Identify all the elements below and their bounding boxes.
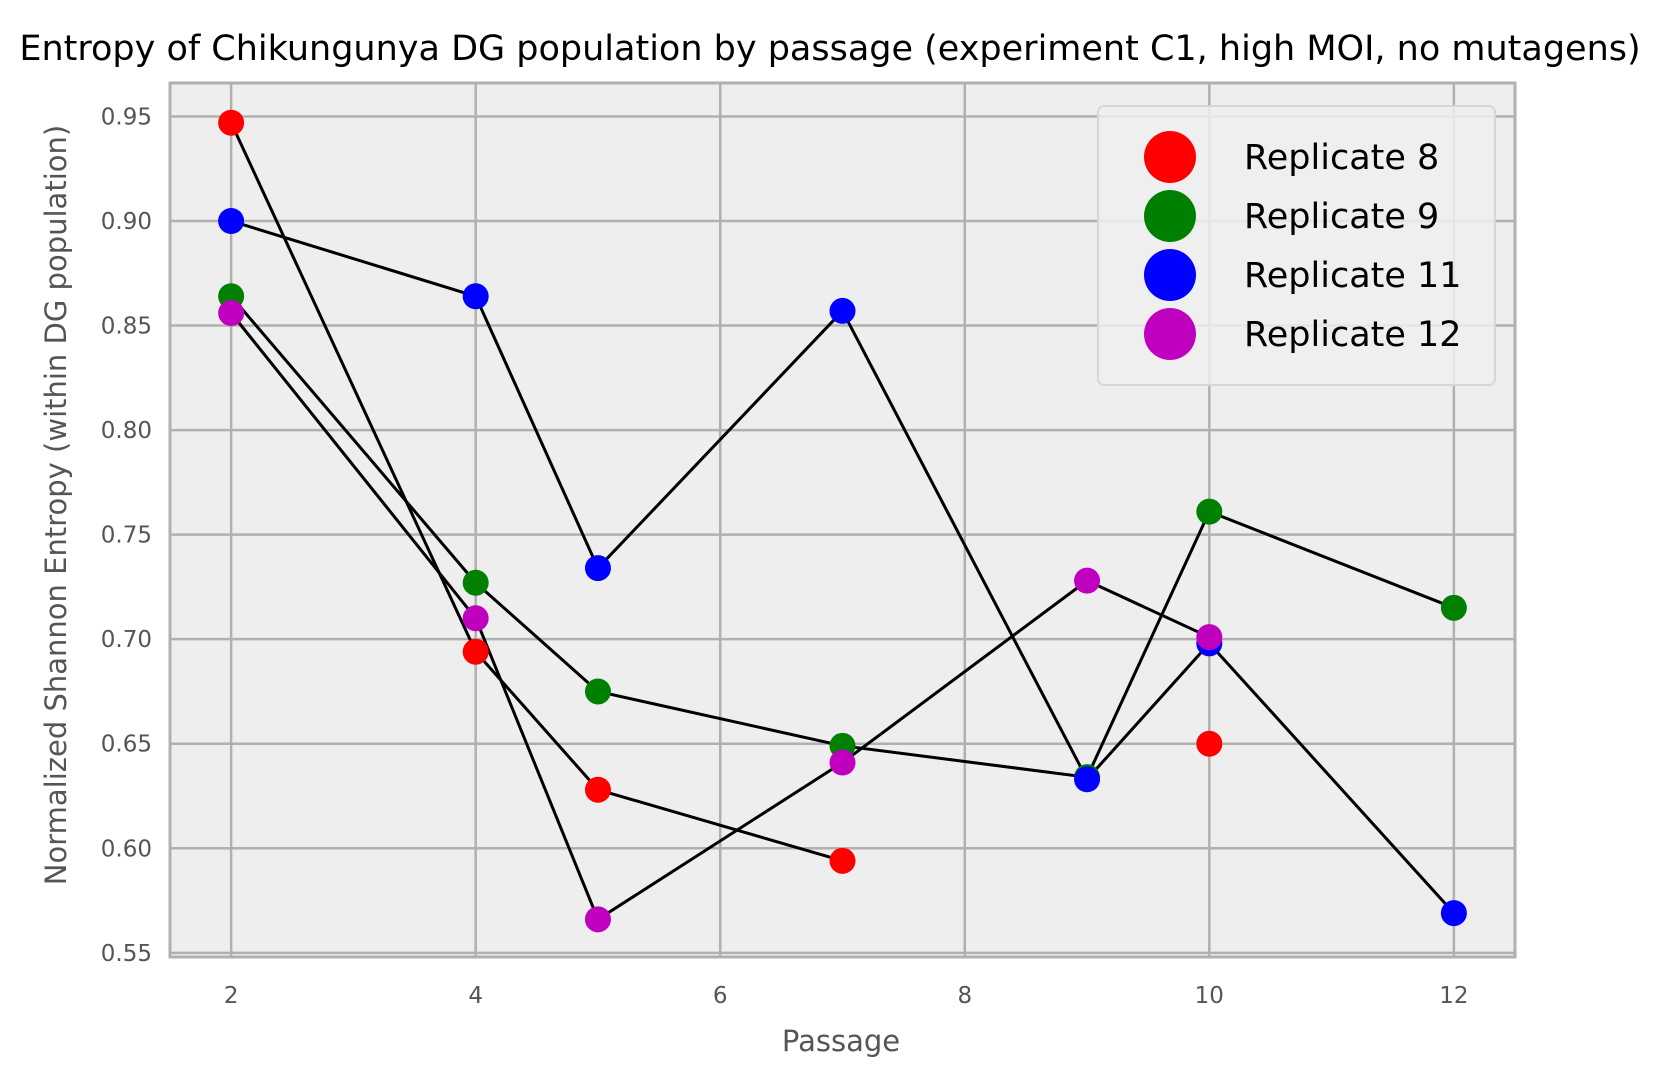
legend-label-replicate-11: Replicate 11 [1244,256,1462,296]
data-point-replicate-8 [829,847,856,874]
x-tick-label: 8 [957,983,972,1009]
x-axis-label: Passage [782,1024,900,1058]
x-tick-label: 12 [1439,983,1468,1009]
data-point-replicate-11 [462,283,489,310]
legend-label-replicate-12: Replicate 12 [1244,315,1462,355]
data-point-replicate-12 [462,605,489,632]
data-point-replicate-9 [1196,498,1223,525]
y-tick-label: 0.55 [101,941,152,967]
chart-title: Entropy of Chikungunya DG population by … [19,29,1640,69]
data-point-replicate-8 [1196,730,1223,757]
data-point-replicate-11 [1074,766,1101,793]
data-point-replicate-12 [218,300,245,326]
legend-marker-replicate-9 [1144,190,1196,242]
connecting-line-replicate-12 [229,312,1210,921]
y-tick-label: 0.75 [101,523,152,549]
grid-lines [170,83,1515,957]
y-tick-label: 0.65 [101,732,152,758]
y-tick-label: 0.95 [101,104,152,130]
data-point-replicate-8 [218,109,245,136]
connecting-line-replicate-8 [229,122,843,863]
x-tick-label: 10 [1195,983,1224,1009]
legend-marker-replicate-11 [1144,249,1196,301]
data-point-replicate-12 [829,749,856,776]
data-point-replicate-11 [1440,900,1467,927]
data-point-replicate-9 [462,569,489,596]
data-point-replicate-9 [1440,594,1467,621]
data-point-replicate-12 [1074,567,1101,594]
legend-label-replicate-8: Replicate 8 [1244,138,1439,178]
data-point-replicate-8 [462,638,489,665]
data-point-replicate-8 [584,776,611,803]
legend: Replicate 8 Replicate 9 Replicate 11 Replic… [1097,105,1496,386]
y-tick-label: 0.85 [101,314,152,340]
x-tick-label: 6 [713,983,728,1009]
x-tick-label: 2 [224,983,239,1009]
data-point-replicate-12 [584,906,611,933]
data-point-replicate-11 [218,208,245,234]
x-tick-label: 4 [468,983,483,1009]
y-tick-label: 0.90 [101,209,152,235]
data-point-replicate-11 [829,297,856,324]
data-point-replicate-11 [584,555,611,582]
data-point-replicate-12 [1196,624,1223,651]
data-point-replicate-9 [584,678,611,705]
plot-frame [168,81,1517,959]
legend-label-replicate-9: Replicate 9 [1244,197,1439,237]
legend-marker-replicate-12 [1144,308,1196,360]
y-tick-label: 0.80 [101,418,152,444]
y-axis-label: Normalized Shannon Entropy (within DG po… [39,125,73,885]
y-tick-label: 0.60 [101,836,152,862]
legend-marker-replicate-8 [1144,131,1196,183]
y-tick-label: 0.70 [101,627,152,653]
tick-labels: 2 4 6 8 10 12 0.55 0.60 0.65 0.70 0.75 0.80 0.85 0.90… [101,104,1469,1009]
data-points [218,109,1467,933]
legend-box [1097,105,1496,386]
